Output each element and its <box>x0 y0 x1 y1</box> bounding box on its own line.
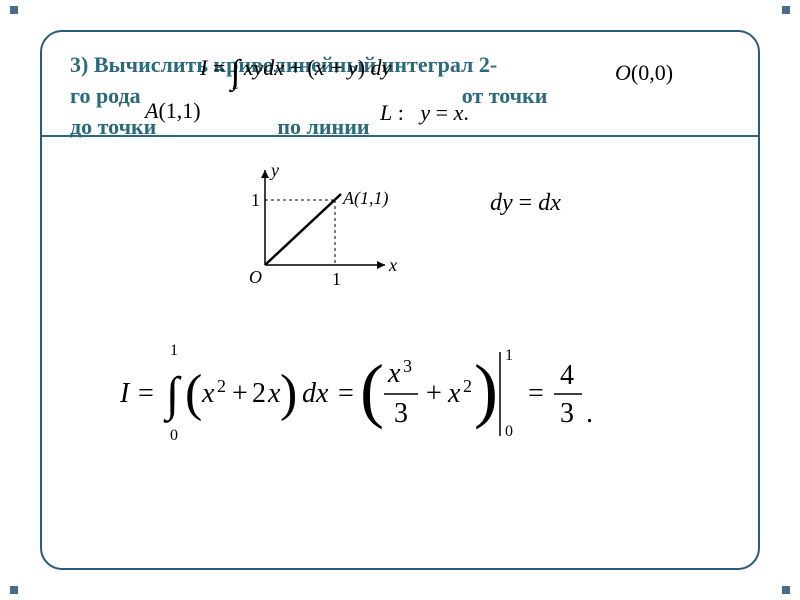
integral-expression: I = ∫L xydx + (x + y) dy <box>200 55 391 92</box>
corner-bullet <box>10 6 18 14</box>
dx: dx <box>302 378 329 409</box>
result-num: 4 <box>560 360 574 391</box>
eval-bot: 0 <box>505 423 513 440</box>
svg-text:1: 1 <box>251 190 260 210</box>
integrand-x: x <box>267 378 281 409</box>
svg-text:O: O <box>249 267 262 287</box>
plus2: + <box>426 378 442 409</box>
differential-equation: dy = dx <box>490 190 561 217</box>
period: . <box>586 398 593 429</box>
integral-upper: 1 <box>170 342 178 359</box>
frac-den: 3 <box>394 398 408 429</box>
integrand-2: 2 <box>252 378 266 409</box>
integrand-sup2: 2 <box>217 376 226 396</box>
x2-sup: 2 <box>463 376 472 396</box>
frac-num-x: x <box>387 358 401 389</box>
svg-text:1: 1 <box>332 269 341 289</box>
coordinate-graph: y x O 1 1 A(1,1) <box>230 160 410 300</box>
solution-equation: I = 1 ∫ 0 ( x 2 + 2 x ) dx = ( x 3 3 + x… <box>120 340 680 450</box>
sol-eq3: = <box>528 378 544 409</box>
sol-eq1: = <box>138 378 154 409</box>
integral-lower: 0 <box>170 427 178 444</box>
integral-sign: ∫ <box>163 368 182 423</box>
integrand-x2: x <box>201 378 215 409</box>
point-O: O(0,0) <box>615 60 673 86</box>
result-den: 3 <box>560 398 574 429</box>
title-divider <box>42 135 758 137</box>
line-L: L : y = x. <box>380 100 469 126</box>
corner-bullet <box>782 586 790 594</box>
svg-text:y: y <box>269 160 279 180</box>
solution-svg: I = 1 ∫ 0 ( x 2 + 2 x ) dx = ( x 3 3 + x… <box>120 340 680 450</box>
rparen2: ) <box>474 350 498 430</box>
point-A: A(1,1) <box>145 98 201 124</box>
svg-text:x: x <box>388 255 397 275</box>
sol-I: I <box>120 378 131 409</box>
x2-x: x <box>447 378 461 409</box>
lparen2: ( <box>360 350 384 430</box>
corner-bullet <box>782 6 790 14</box>
corner-bullet <box>10 586 18 594</box>
graph-svg: y x O 1 1 A(1,1) <box>230 160 410 300</box>
integrand-plus: + <box>232 378 248 409</box>
svg-text:A(1,1): A(1,1) <box>342 188 388 209</box>
sol-eq2: = <box>338 378 354 409</box>
lparen: ( <box>185 365 202 422</box>
frac-num-3: 3 <box>403 356 412 376</box>
rparen: ) <box>280 365 297 422</box>
eval-top: 1 <box>505 347 513 364</box>
